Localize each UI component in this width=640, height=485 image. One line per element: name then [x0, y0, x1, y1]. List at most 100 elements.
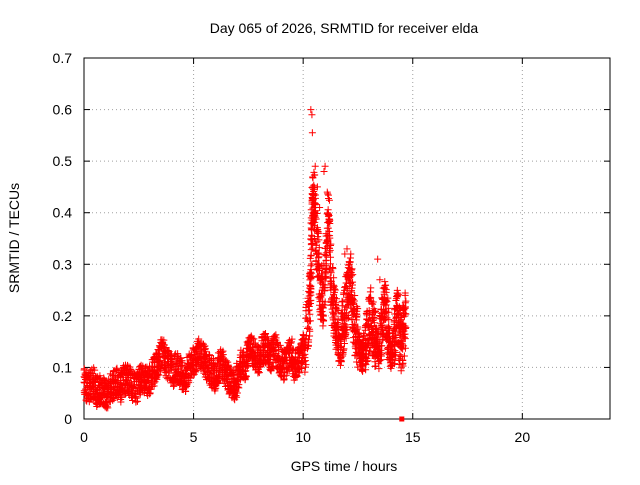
- data-point-marker: [333, 305, 341, 313]
- data-point-marker: [326, 246, 334, 254]
- data-point-marker: [348, 281, 356, 289]
- data-point-marker: [195, 335, 203, 343]
- y-tick-label: 0.1: [53, 359, 73, 375]
- data-point-marker: [222, 357, 230, 365]
- data-point-marker: [321, 301, 329, 309]
- data-point-marker: [306, 327, 314, 335]
- data-point-marker: [201, 345, 209, 353]
- data-point-marker: [182, 387, 190, 395]
- data-point-marker: [330, 281, 338, 289]
- data-point-marker: [340, 340, 348, 348]
- data-point-marker: [155, 358, 163, 366]
- data-point-marker: [150, 382, 158, 390]
- data-point-marker: [401, 325, 409, 333]
- data-point-marker: [340, 345, 348, 353]
- data-point-marker: [332, 301, 340, 309]
- data-point-marker: [306, 310, 314, 318]
- data-point-marker: [334, 307, 342, 315]
- data-point-marker: [308, 260, 316, 268]
- data-point-marker: [160, 336, 168, 344]
- data-point-marker: [323, 188, 331, 196]
- data-point-marker: [311, 200, 319, 208]
- data-point-marker: [315, 236, 323, 244]
- data-point-marker: [401, 289, 409, 297]
- data-point-marker: [301, 357, 309, 365]
- data-point-marker: [399, 356, 407, 364]
- data-point-marker: [173, 353, 181, 361]
- data-point-marker: [394, 291, 402, 299]
- data-point-marker: [306, 317, 314, 325]
- data-point-marker: [167, 366, 175, 374]
- data-point-marker: [383, 298, 391, 306]
- data-point-marker: [320, 317, 328, 325]
- data-point-marker: [342, 329, 350, 337]
- data-point-marker: [311, 171, 319, 179]
- data-point-marker: [382, 286, 390, 294]
- data-point-marker: [385, 316, 393, 324]
- data-point-marker: [302, 361, 310, 369]
- data-point-marker: [326, 248, 334, 256]
- data-point-marker: [313, 183, 321, 191]
- data-point-marker: [376, 276, 384, 284]
- data-point-marker: [345, 260, 353, 268]
- data-point-marker: [281, 369, 289, 377]
- data-point-marker: [327, 269, 335, 277]
- data-point-marker: [155, 371, 163, 379]
- data-point-marker: [325, 196, 333, 204]
- data-point-marker: [370, 319, 378, 327]
- data-point-marker: [374, 333, 382, 341]
- data-point-marker: [343, 245, 351, 253]
- data-point-marker: [310, 188, 318, 196]
- data-point-marker: [153, 372, 161, 380]
- data-point-marker: [330, 312, 338, 320]
- data-point-marker: [312, 215, 320, 223]
- data-point-marker: [307, 275, 315, 283]
- x-axis-label: GPS time / hours: [291, 458, 398, 474]
- data-point-marker: [339, 313, 347, 321]
- data-point-marker: [322, 257, 330, 265]
- data-point-marker: [276, 341, 284, 349]
- data-point-marker: [382, 281, 390, 289]
- data-point-marker: [326, 227, 334, 235]
- data-point-marker: [174, 350, 182, 358]
- data-point-marker: [321, 251, 329, 259]
- data-point-marker: [219, 351, 227, 359]
- data-point-marker: [183, 380, 191, 388]
- data-point-marker: [331, 286, 339, 294]
- data-point-marker: [307, 291, 315, 299]
- data-point-marker: [308, 111, 316, 119]
- data-point-marker: [349, 271, 357, 279]
- data-point-marker: [327, 253, 335, 261]
- data-point-marker: [399, 416, 405, 422]
- axis-ticks: 0 0.1 0.2 0.3 0.4 0.5 0.6 0.7 0 5 10 15 20: [53, 50, 610, 445]
- chart-title: Day 065 of 2026, SRMTID for receiver eld…: [210, 20, 479, 36]
- data-point-marker: [235, 384, 243, 392]
- data-point-marker: [355, 333, 363, 341]
- data-point-marker: [321, 298, 329, 306]
- data-point-marker: [314, 254, 322, 262]
- data-point-marker: [324, 191, 332, 199]
- data-point-marker: [233, 393, 241, 401]
- data-point-marker: [242, 372, 250, 380]
- y-tick-label: 0.5: [53, 153, 73, 169]
- data-point-marker: [178, 357, 186, 365]
- data-point-marker: [367, 284, 375, 292]
- data-point-marker: [348, 266, 356, 274]
- data-point-marker: [321, 281, 329, 289]
- y-tick-label: 0.2: [53, 308, 73, 324]
- data-point-marker: [347, 250, 355, 258]
- data-point-marker: [371, 363, 379, 371]
- data-point-marker: [338, 297, 346, 305]
- data-point-marker: [273, 338, 281, 346]
- data-point-marker: [146, 389, 154, 397]
- data-point-marker: [340, 290, 348, 298]
- data-point-marker: [351, 291, 359, 299]
- data-point-marker: [369, 298, 377, 306]
- data-point-marker: [117, 398, 125, 406]
- data-point-marker: [391, 352, 399, 360]
- data-point-marker: [383, 314, 391, 322]
- data-point-marker: [393, 291, 401, 299]
- data-point-marker: [364, 357, 372, 365]
- x-tick-label: 10: [295, 429, 311, 445]
